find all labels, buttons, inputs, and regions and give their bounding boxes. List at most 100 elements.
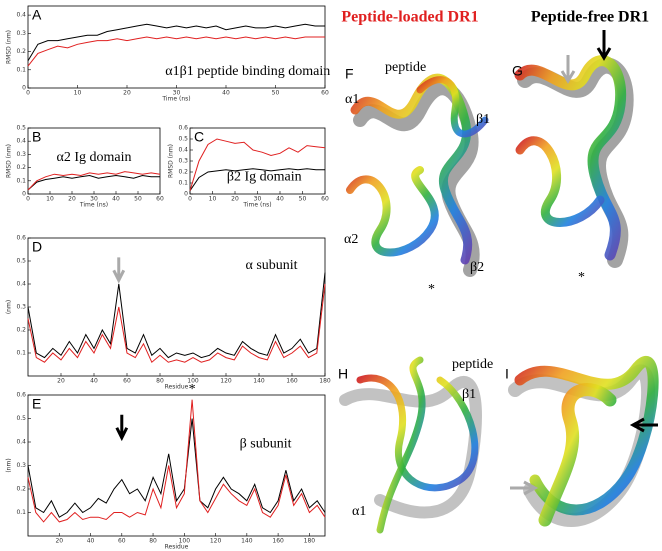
x-tick-label: 0 [188,196,192,203]
annotation: peptide [452,357,493,372]
panel-label: G [512,63,523,79]
x-tick-label: 10 [46,196,54,203]
panel-label: C [194,129,204,145]
x-tick-label: 0 [26,90,30,97]
y-tick-label: 0.3 [16,304,26,311]
panel-label: F [345,66,354,82]
protein-g: G * [512,30,634,285]
y-axis-label: RMSD (nm) [6,144,13,178]
x-tick-label: 20 [57,378,65,385]
panel-label: H [338,366,348,382]
annotation: α subunit [246,258,298,273]
x-tick-label: 20 [231,196,239,203]
x-tick-label: 160 [272,538,284,545]
x-tick-label: 120 [220,378,232,385]
annotation: * [578,270,585,285]
x-tick-label: 40 [90,378,98,385]
y-tick-label: 0.3 [16,30,26,37]
y-axis-label: RMSD (nm) [6,30,13,64]
annotation: α2 [344,232,358,247]
chart: 0 10 20 30 40 50 60 0 0.1 0.2 0.3 0.4 0.5 Time (ns) RM… [6,125,164,209]
y-tick-label: 0.3 [178,158,188,165]
x-tick-label: 40 [276,196,284,203]
x-tick-label: 20 [68,196,76,203]
y-tick-label: 0.2 [178,169,188,176]
panel-label: D [32,239,42,255]
panel-label: B [32,129,41,145]
y-tick-label: 0.3 [16,462,26,469]
x-tick-label: 60 [123,378,131,385]
x-axis-label: Time (ns) [161,96,190,103]
y-tick-label: 0.1 [178,180,188,187]
x-tick-label: 30 [173,90,181,97]
x-tick-label: 20 [55,538,63,545]
chart: 0 10 20 30 40 50 60 0 0.1 0.2 0.3 0.4 Time (ns) RMSD … [6,5,330,103]
x-axis-label: Time (ns) [242,202,271,209]
data-line [27,174,160,191]
panel-label: E [32,396,41,412]
annotation: * [428,282,435,297]
x-axis-label: Residue [165,384,189,391]
arrow [112,257,126,284]
chart: 0 10 20 30 40 50 60 0 0.1 0.2 0.3 0.4 0.5 0.6 Time (ns… [168,125,329,209]
annotation: β2 Ig domain [227,170,302,185]
y-tick-label: 0.1 [16,350,26,357]
x-tick-label: 60 [321,196,329,203]
annotation: α1 [352,504,366,519]
x-tick-label: 180 [319,378,331,385]
x-tick-label: 10 [74,90,82,97]
x-tick-label: 50 [299,196,307,203]
annotation: β1 [462,387,476,402]
annotation: peptide [385,60,426,75]
x-tick-label: 50 [134,196,142,203]
x-tick-label: 100 [179,538,191,545]
x-tick-label: 40 [112,196,120,203]
annotation: α1β1 peptide binding domain [165,64,330,79]
x-tick-label: 10 [209,196,217,203]
y-tick-label: 0.5 [178,136,188,143]
y-axis-label: (nm) [6,458,13,472]
x-tick-label: 40 [87,538,95,545]
y-tick-label: 0.3 [16,151,26,158]
data-line [189,138,326,191]
y-tick-label: 0.6 [178,125,188,132]
x-tick-label: 40 [222,90,230,97]
x-tick-label: 80 [149,538,157,545]
x-axis-label: Time (ns) [79,202,108,209]
y-tick-label: 0.6 [16,235,26,242]
data-line [27,272,326,359]
x-tick-label: 60 [156,196,164,203]
x-tick-label: 80 [156,378,164,385]
data-line [27,171,161,191]
x-tick-label: 60 [321,90,329,97]
y-tick-label: 0 [22,85,26,92]
annotation: α2 Ig domain [57,150,132,165]
y-tick-label: 0.4 [16,281,26,288]
panel-label: A [32,7,42,23]
x-tick-label: 140 [241,538,253,545]
annotation: β1 [476,112,490,127]
x-tick-label: 100 [187,378,199,385]
panel-label: I [505,366,509,382]
chart: 20 40 60 80 100 120 140 160 180 0.1 0.2 0.3 0.4 0.5 0.… [6,235,331,391]
x-tick-label: 0 [26,196,30,203]
x-tick-label: 160 [286,378,298,385]
y-tick-label: 0.4 [178,147,188,154]
x-tick-label: 50 [272,90,280,97]
peak-marker: * [189,382,196,397]
protein-h: H peptide β1 α1 [338,356,493,534]
y-tick-label: 0.5 [16,415,26,422]
x-tick-label: 20 [123,90,131,97]
protein-i: I [505,355,659,527]
protein-f: F peptide α1 β1 α2 β2 * [344,60,490,297]
heading: Peptide-loaded DR1 [341,9,478,26]
x-tick-label: 30 [90,196,98,203]
y-tick-label: 0.4 [16,138,26,145]
y-tick-label: 0 [184,191,188,198]
y-tick-label: 0.1 [16,177,26,184]
data-line [27,36,325,67]
chart: 20 40 60 80 100 120 140 160 180 0.1 0.2 0.3 0.4 0.5 0.… [6,382,326,551]
annotation: α1 [345,92,359,107]
y-tick-label: 0.2 [16,48,26,55]
